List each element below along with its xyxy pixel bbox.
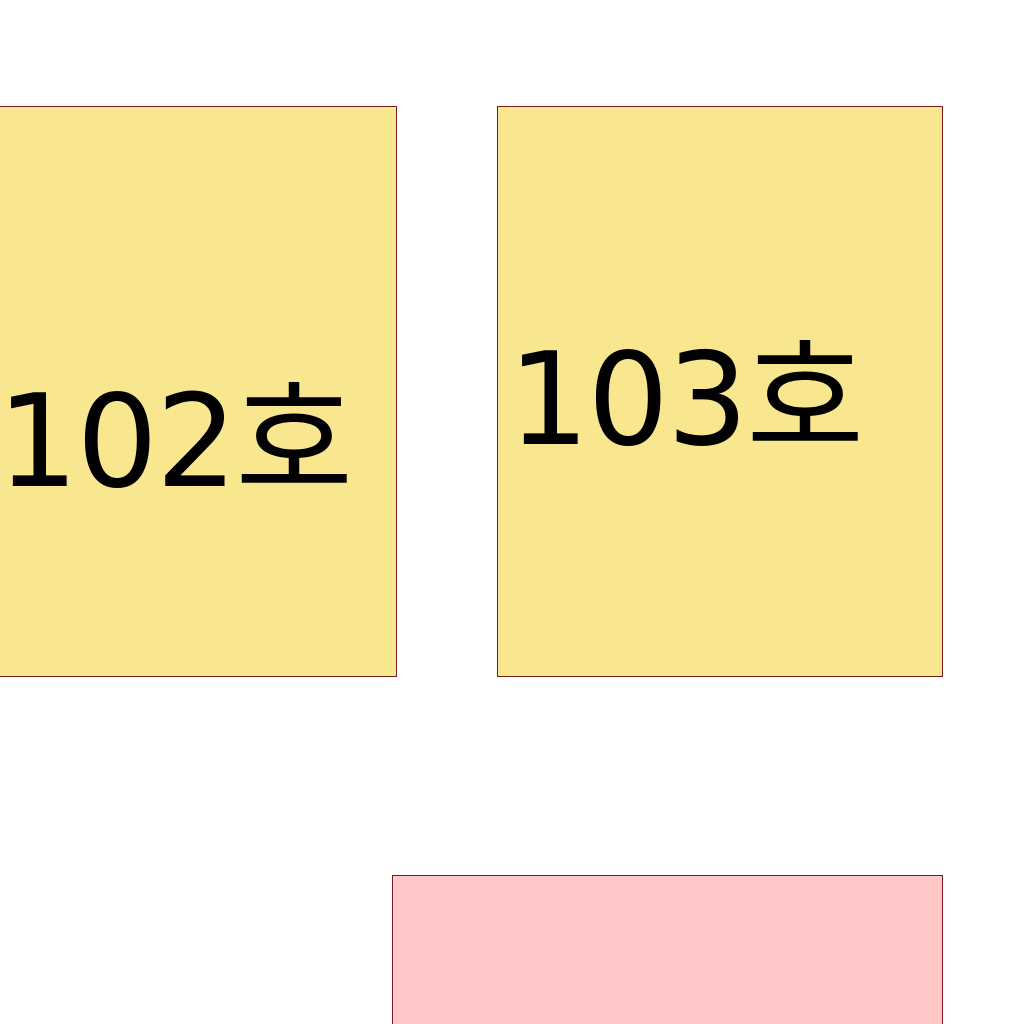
pink-area-block[interactable] xyxy=(392,875,943,1024)
room-103-label: 103호 xyxy=(508,326,864,475)
room-102-label: 102호 xyxy=(0,368,353,517)
room-103-block[interactable]: 103호 xyxy=(497,106,943,677)
room-102-block[interactable]: 102호 xyxy=(0,106,397,677)
